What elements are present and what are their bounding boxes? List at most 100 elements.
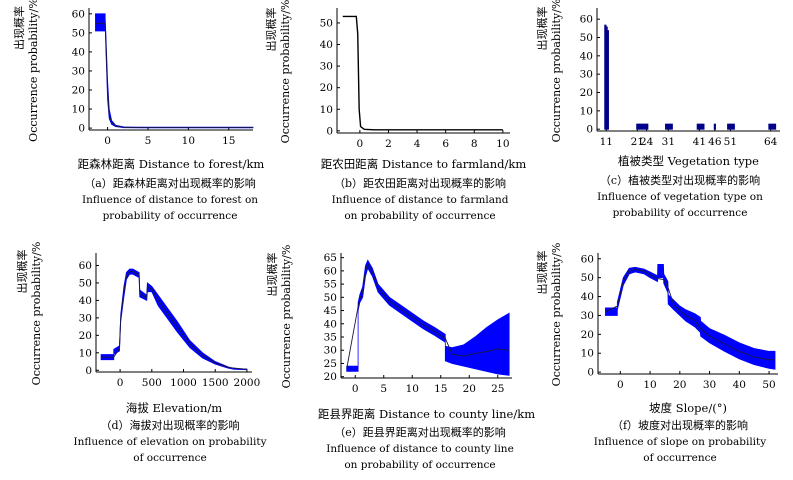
chart-c-bar — [730, 123, 734, 130]
chart-b-ylabel-cn: 出现概率 — [264, 8, 278, 52]
caption-f-en-2: of occurrence — [643, 452, 717, 464]
chart-c-bar — [644, 123, 647, 130]
caption-d-en-1: Influence of elevation on probability — [73, 436, 267, 448]
chart-c-bar — [700, 123, 703, 130]
chart-f-y-tick-label: 40 — [581, 291, 594, 303]
caption-e: （e）距县界距离对出现概率的影响 Influence of distance t… — [310, 425, 530, 473]
chart-a-ylabel-en: Occurrence probability/% — [27, 0, 40, 142]
caption-a-en-2: probability of occurrence — [102, 210, 238, 222]
chart-c-y-tick-label: 10 — [580, 105, 593, 117]
chart-c-bar — [643, 123, 646, 130]
chart-e-ylabel-cn: 出现概率 — [265, 253, 279, 297]
chart-c-bar — [732, 123, 735, 130]
chart-d-x-tick-label: 1000 — [170, 377, 197, 389]
chart-c-x-tick-label: 64 — [764, 136, 778, 148]
chart-c-x-tick-label: 51 — [724, 136, 737, 148]
chart-a-y-tick-label: 50 — [72, 27, 85, 39]
chart-e-y-tick-label: 20 — [324, 371, 337, 383]
chart-f-y-tick-label: 0 — [587, 367, 594, 379]
caption-b: （b）距农田距离对出现概率的影响 Influence of distance t… — [315, 176, 525, 224]
caption-e-cn: （e）距县界距离对出现概率的影响 — [334, 426, 506, 439]
chart-a-xlabel: 距森林距离 Distance to forest/km — [78, 157, 265, 171]
chart-c-bar — [727, 123, 730, 130]
chart-c-bar — [698, 123, 701, 130]
chart-c-bar — [639, 123, 642, 130]
chart-b-x-tick-label: 6 — [442, 138, 449, 150]
chart-c-bar — [665, 123, 668, 130]
chart-c-bar — [768, 123, 771, 130]
caption-a-cn: （a）距森林距离对出现概率的影响 — [84, 177, 256, 190]
chart-b-x-tick-label: 0 — [357, 138, 364, 150]
chart-d-ylabel-en: Occurrence probability/% — [30, 242, 43, 386]
chart-d-ylabel-cn: 出现概率 — [15, 250, 29, 294]
chart-c-y-tick-label: 60 — [580, 14, 593, 26]
chart-d-x-tick-label: 500 — [142, 377, 162, 389]
chart-c-y-tick-label: 40 — [580, 50, 593, 62]
chart-b-y-tick-label: 30 — [320, 61, 333, 73]
chart-c-bar — [728, 123, 732, 130]
caption-d: （d）海拔对出现概率的影响 Influence of elevation on … — [60, 418, 280, 466]
chart-a-y-tick-label: 0 — [78, 123, 85, 135]
chart-d-y-tick-label: 30 — [79, 312, 92, 324]
chart-c-bar — [641, 123, 644, 130]
chart-c-x-tick-label: 46 — [708, 136, 722, 148]
chart-b-y-tick-label: 10 — [320, 104, 333, 116]
chart-f-x-tick-label: 10 — [643, 379, 656, 391]
chart-c-y-tick-label: 50 — [580, 32, 593, 44]
chart-c-x-tick-label: 41 — [693, 136, 706, 148]
chart-f-ylabel-cn: 出现概率 — [535, 251, 549, 295]
caption-c: （c）植被类型对出现概率的影响 Influence of vegetation … — [580, 173, 780, 221]
chart-f-confidence-band — [605, 264, 776, 370]
chart-b-y-tick-label: 20 — [320, 82, 333, 94]
chart-a-x-tick-label: 0 — [104, 135, 111, 147]
chart-d-y-tick-label: 60 — [79, 260, 92, 272]
chart-c-bar — [604, 24, 607, 130]
chart-d-y-tick-label: 20 — [79, 330, 92, 342]
chart-f-series-line — [605, 268, 776, 361]
chart-b-y-tick-label: 50 — [320, 17, 333, 29]
chart-a-y-tick-label: 30 — [72, 65, 85, 77]
chart-e-y-tick-label: 25 — [324, 358, 337, 370]
chart-c-x-tick-label: 11 — [600, 136, 613, 148]
chart-d-y-tick-label: 10 — [79, 347, 92, 359]
chart-c-xlabel: 植被类型 Vegetation type — [618, 154, 759, 168]
chart-f-y-tick-label: 10 — [581, 348, 594, 360]
chart-f-y-tick-label: 60 — [581, 253, 594, 265]
chart-b-x-tick-label: 4 — [414, 138, 421, 150]
caption-c-cn: （c）植被类型对出现概率的影响 — [599, 174, 761, 187]
chart-d-series-line — [101, 271, 247, 370]
chart-e-x-tick-label: 10 — [406, 383, 419, 395]
chart-e-x-tick-label: 5 — [380, 383, 387, 395]
chart-c-bar — [646, 123, 649, 130]
caption-e-en-2: on probability of occurrence — [344, 459, 496, 471]
chart-b-series-line — [342, 15, 503, 131]
chart-e-confidence-band — [346, 259, 510, 376]
chart-a-y-tick-label: 40 — [72, 46, 85, 58]
chart-c-bar — [636, 123, 639, 130]
chart-e-x-tick-label: 15 — [434, 383, 447, 395]
caption-b-en-1: Influence of distance to farmland — [331, 194, 509, 206]
chart-f-x-tick-label: 40 — [733, 379, 746, 391]
chart-a-x-tick-label: 15 — [222, 135, 235, 147]
caption-d-en-2: of occurrence — [133, 452, 207, 464]
chart-a-series-line — [95, 22, 253, 128]
chart-a-x-tick-label: 10 — [182, 135, 195, 147]
chart-c-bar — [713, 123, 716, 130]
chart-f-ylabel-en: Occurrence probability/% — [550, 243, 563, 387]
chart-f-x-tick-label: 50 — [762, 379, 775, 391]
chart-e-y-tick-label: 50 — [324, 292, 337, 304]
chart-c-y-tick-label: 0 — [586, 124, 593, 136]
chart-e-series-line — [346, 263, 510, 369]
caption-f: （f）坡度对出现概率的影响 Influence of slope on prob… — [580, 418, 780, 466]
chart-c-bar — [605, 26, 608, 130]
chart-d-xlabel: 海拔 Elevation/m — [126, 401, 222, 415]
chart-e-y-tick-label: 60 — [324, 265, 337, 277]
chart-d-y-tick-label: 50 — [79, 277, 92, 289]
caption-d-cn: （d）海拔对出现概率的影响 — [100, 419, 240, 432]
chart-d-x-tick-label: 1500 — [202, 377, 229, 389]
chart-e-xlabel: 距县界距离 Distance to county line/km — [318, 407, 535, 421]
chart-d-y-tick-label: 40 — [79, 295, 92, 307]
chart-e-y-tick-label: 45 — [324, 305, 337, 317]
chart-a-x-tick-label: 5 — [145, 135, 152, 147]
chart-f-x-tick-label: 0 — [617, 379, 624, 391]
